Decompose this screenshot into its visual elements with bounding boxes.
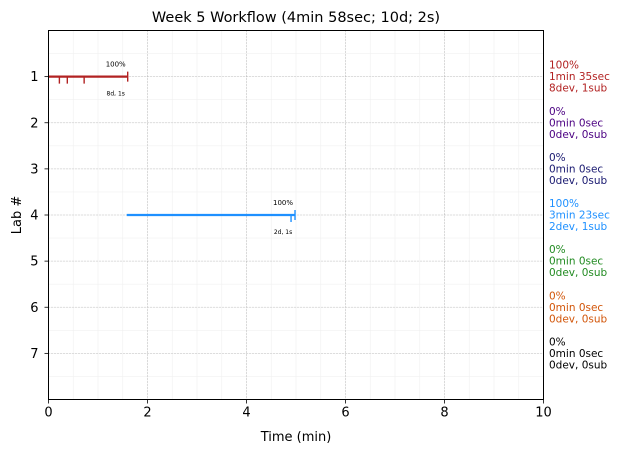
y-tick-label: 1 xyxy=(30,70,38,85)
y-tick-label: 7 xyxy=(30,347,38,362)
x-tick-label: 6 xyxy=(341,406,349,421)
side-label-lab-7: 0dev, 0sub xyxy=(549,359,608,371)
side-label-lab-4: 3min 23sec xyxy=(549,210,610,222)
y-axis-label: Lab # xyxy=(10,196,25,235)
x-tick-label: 8 xyxy=(440,406,448,421)
side-label-lab-6: 0% xyxy=(549,290,566,302)
x-tick-label: 0 xyxy=(44,406,52,421)
y-tick-label: 2 xyxy=(30,116,38,131)
y-tick-label: 4 xyxy=(30,209,38,224)
bar-count-label: 2d, 1s xyxy=(274,229,292,236)
side-label-lab-4: 2dev, 1sub xyxy=(549,221,608,233)
y-tick-label: 6 xyxy=(30,301,38,316)
side-label-lab-7: 0% xyxy=(549,336,566,348)
grid xyxy=(48,30,544,400)
side-label-lab-5: 0dev, 0sub xyxy=(549,267,608,279)
chart-title: Week 5 Workflow (4min 58sec; 10d; 2s) xyxy=(152,10,440,26)
side-label-lab-3: 0% xyxy=(549,152,566,164)
side-label-lab-5: 0% xyxy=(549,244,566,256)
side-label-lab-6: 0min 0sec xyxy=(549,302,603,314)
side-label-lab-4: 100% xyxy=(549,198,579,210)
chart-marks: 100% 8d, 1s 100% 2d, 1s xyxy=(48,61,296,236)
side-label-lab-2: 0dev, 0sub xyxy=(549,129,608,141)
side-label-lab-2: 0min 0sec xyxy=(549,117,603,129)
y-axis: 1 2 3 4 5 6 7 xyxy=(30,70,49,362)
x-axis: 0 2 4 6 8 10 xyxy=(44,399,552,421)
x-tick-label: 10 xyxy=(535,406,552,421)
side-label-lab-1: 1min 35sec xyxy=(549,71,610,83)
side-label-lab-2: 0% xyxy=(549,106,566,118)
side-label-lab-3: 0dev, 0sub xyxy=(549,175,608,187)
y-tick-label: 5 xyxy=(30,255,38,270)
side-label-lab-7: 0min 0sec xyxy=(549,348,603,360)
y-tick-label: 3 xyxy=(30,162,38,177)
bar-count-label: 8d, 1s xyxy=(107,91,125,98)
side-label-lab-5: 0min 0sec xyxy=(549,256,603,268)
x-tick-label: 2 xyxy=(143,406,151,421)
side-label-lab-1: 100% xyxy=(549,60,579,72)
x-tick-label: 4 xyxy=(242,406,250,421)
side-label-lab-3: 0min 0sec xyxy=(549,163,603,175)
side-label-lab-6: 0dev, 0sub xyxy=(549,313,608,325)
side-label-lab-1: 8dev, 1sub xyxy=(549,83,608,95)
x-axis-label: Time (min) xyxy=(260,430,332,445)
bar-percent-label: 100% xyxy=(106,61,126,69)
bar-percent-label: 100% xyxy=(273,199,293,207)
